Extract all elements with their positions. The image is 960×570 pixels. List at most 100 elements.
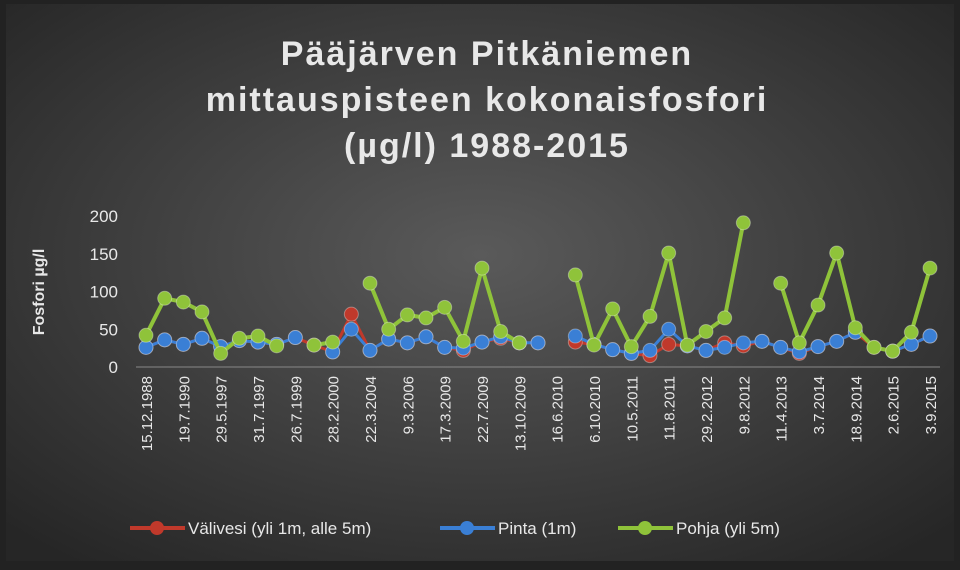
- y-tick-label: 200: [90, 207, 118, 226]
- legend-label: Pinta (1m): [498, 519, 576, 538]
- point: [810, 297, 826, 313]
- chart-title: Pääjärven Pitkäniemen mittauspisteen koko…: [206, 35, 769, 165]
- point: [791, 335, 807, 351]
- legend-marker: [150, 521, 164, 535]
- point: [194, 304, 210, 320]
- point: [698, 324, 714, 340]
- point: [157, 290, 173, 306]
- point: [773, 275, 789, 291]
- point: [735, 335, 751, 351]
- point: [343, 306, 359, 322]
- point: [418, 329, 434, 345]
- y-axis-label: Fosfori µg/l: [31, 249, 48, 336]
- point: [810, 339, 826, 355]
- point: [474, 260, 490, 276]
- x-tick-label: 2.6.2015: [886, 376, 903, 434]
- point: [642, 308, 658, 324]
- y-tick-label: 100: [90, 283, 118, 302]
- y-tick-label: 0: [109, 358, 118, 377]
- point: [922, 328, 938, 344]
- x-tick-label: 11.8.2011: [662, 376, 679, 441]
- point: [605, 301, 621, 317]
- x-tick-label: 31.7.1997: [251, 376, 268, 443]
- y-tick-label: 150: [90, 245, 118, 264]
- x-tick-label: 3.9.2015: [923, 376, 940, 434]
- point: [213, 345, 229, 361]
- legend-item: Pohja (yli 5m): [618, 519, 780, 538]
- point: [530, 335, 546, 351]
- x-tick-label: 15.12.1988: [139, 376, 156, 451]
- point: [661, 321, 677, 337]
- point: [773, 339, 789, 355]
- point: [362, 275, 378, 291]
- x-tick-label: 28.2.2000: [326, 376, 343, 443]
- x-tick-label: 6.10.2010: [587, 376, 604, 443]
- legend-item: Pinta (1m): [440, 519, 576, 538]
- point: [605, 342, 621, 358]
- point: [586, 337, 602, 353]
- point: [567, 267, 583, 283]
- point: [661, 336, 677, 352]
- point: [306, 337, 322, 353]
- x-tick-label: 22.3.2004: [363, 376, 380, 443]
- point: [399, 335, 415, 351]
- point: [157, 332, 173, 348]
- point: [511, 335, 527, 351]
- point: [175, 336, 191, 352]
- point: [661, 245, 677, 261]
- legend-label: Välivesi (yli 1m, alle 5m): [188, 519, 371, 538]
- point: [717, 339, 733, 355]
- y-tick-label: 50: [99, 320, 118, 339]
- point: [642, 342, 658, 358]
- point: [362, 342, 378, 358]
- point: [885, 343, 901, 359]
- point: [250, 328, 266, 344]
- point: [138, 327, 154, 343]
- legend-item: Välivesi (yli 1m, alle 5m): [130, 519, 371, 538]
- point: [829, 333, 845, 349]
- point: [679, 337, 695, 353]
- point: [698, 342, 714, 358]
- point: [343, 321, 359, 337]
- legend-marker: [638, 521, 652, 535]
- point: [866, 339, 882, 355]
- point: [717, 310, 733, 326]
- x-tick-label: 18.9.2014: [848, 376, 865, 443]
- x-tick-label: 29.2.2012: [699, 376, 716, 443]
- x-tick-label: 16.6.2010: [550, 376, 567, 443]
- x-tick-label: 9.3.2006: [400, 376, 417, 434]
- legend-label: Pohja (yli 5m): [676, 519, 780, 538]
- x-tick-label: 10.5.2011: [624, 376, 641, 442]
- point: [567, 328, 583, 344]
- point: [231, 330, 247, 346]
- x-tick-label: 29.5.1997: [214, 376, 231, 443]
- point: [455, 333, 471, 349]
- point: [399, 307, 415, 323]
- x-tick-label: 22.7.2009: [475, 376, 492, 443]
- point: [437, 339, 453, 355]
- point: [903, 324, 919, 340]
- point: [829, 245, 845, 261]
- x-tick-label: 11.4.2013: [774, 376, 791, 442]
- point: [493, 324, 509, 340]
- point: [269, 338, 285, 354]
- point: [287, 330, 303, 346]
- x-tick-label: 26.7.1999: [288, 376, 305, 443]
- point: [735, 215, 751, 231]
- point: [175, 294, 191, 310]
- point: [847, 320, 863, 336]
- point: [474, 334, 490, 350]
- point: [325, 334, 341, 350]
- x-tick-label: 19.7.1990: [176, 376, 193, 443]
- x-tick-label: 3.7.2014: [811, 376, 828, 434]
- point: [418, 310, 434, 326]
- point: [437, 299, 453, 315]
- point: [381, 321, 397, 337]
- x-tick-label: 13.10.2009: [512, 376, 529, 451]
- point: [922, 260, 938, 276]
- point: [754, 333, 770, 349]
- x-tick-label: 17.3.2009: [438, 376, 455, 443]
- x-tick-label: 9.8.2012: [736, 376, 753, 434]
- legend-marker: [460, 521, 474, 535]
- point: [623, 339, 639, 355]
